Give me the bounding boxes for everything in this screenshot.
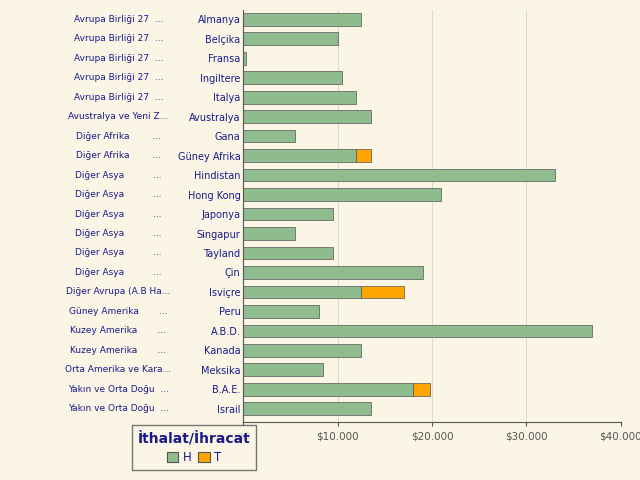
Bar: [243, 247, 333, 259]
Bar: [243, 91, 356, 104]
Text: Avrupa Birliği 27  ...: Avrupa Birliği 27 ...: [74, 73, 163, 82]
Legend: H, T: H, T: [132, 425, 257, 470]
Bar: [243, 110, 371, 123]
Bar: [243, 286, 361, 298]
Text: Avrupa Birliği 27  ...: Avrupa Birliği 27 ...: [74, 34, 163, 43]
Bar: [243, 52, 246, 65]
Text: Avustralya ve Yeni Z...: Avustralya ve Yeni Z...: [68, 112, 168, 121]
Text: Diğer Asya          ...: Diğer Asya ...: [75, 229, 162, 238]
Bar: [243, 324, 593, 337]
Bar: [413, 383, 430, 396]
Bar: [243, 169, 555, 181]
Text: Diğer Afrika        ...: Diğer Afrika ...: [76, 132, 161, 141]
Bar: [243, 402, 371, 415]
Text: Avrupa Birliği 27  ...: Avrupa Birliği 27 ...: [74, 54, 163, 63]
Bar: [243, 227, 295, 240]
Bar: [243, 344, 361, 357]
Bar: [243, 188, 442, 201]
Text: Diğer Asya          ...: Diğer Asya ...: [75, 170, 162, 180]
Bar: [243, 208, 333, 220]
Bar: [243, 13, 361, 25]
Text: Kuzey Amerika       ...: Kuzey Amerika ...: [70, 326, 166, 336]
Text: Yakın ve Orta Doğu  ...: Yakın ve Orta Doğu ...: [68, 404, 169, 413]
Bar: [243, 363, 323, 376]
Bar: [243, 305, 319, 318]
Bar: [356, 149, 371, 162]
Text: Diğer Afrika        ...: Diğer Afrika ...: [76, 151, 161, 160]
Bar: [243, 33, 338, 45]
Text: Avrupa Birliği 27  ...: Avrupa Birliği 27 ...: [74, 93, 163, 102]
Text: Güney Amerika       ...: Güney Amerika ...: [69, 307, 168, 316]
Bar: [243, 72, 342, 84]
Bar: [361, 286, 404, 298]
Text: Diğer Asya          ...: Diğer Asya ...: [75, 190, 162, 199]
Text: Diğer Asya          ...: Diğer Asya ...: [75, 249, 162, 257]
Text: Orta Amerika ve Kara...: Orta Amerika ve Kara...: [65, 365, 172, 374]
Bar: [243, 383, 413, 396]
Text: Diğer Asya          ...: Diğer Asya ...: [75, 210, 162, 218]
Text: Diğer Avrupa (A.B Ha...: Diğer Avrupa (A.B Ha...: [66, 288, 171, 297]
Text: Diğer Asya          ...: Diğer Asya ...: [75, 268, 162, 277]
Bar: [243, 130, 295, 143]
Text: Yakın ve Orta Doğu  ...: Yakın ve Orta Doğu ...: [68, 385, 169, 394]
Bar: [243, 149, 356, 162]
Text: Avrupa Birliği 27  ...: Avrupa Birliği 27 ...: [74, 15, 163, 24]
Text: Kuzey Amerika       ...: Kuzey Amerika ...: [70, 346, 166, 355]
Bar: [243, 266, 422, 279]
